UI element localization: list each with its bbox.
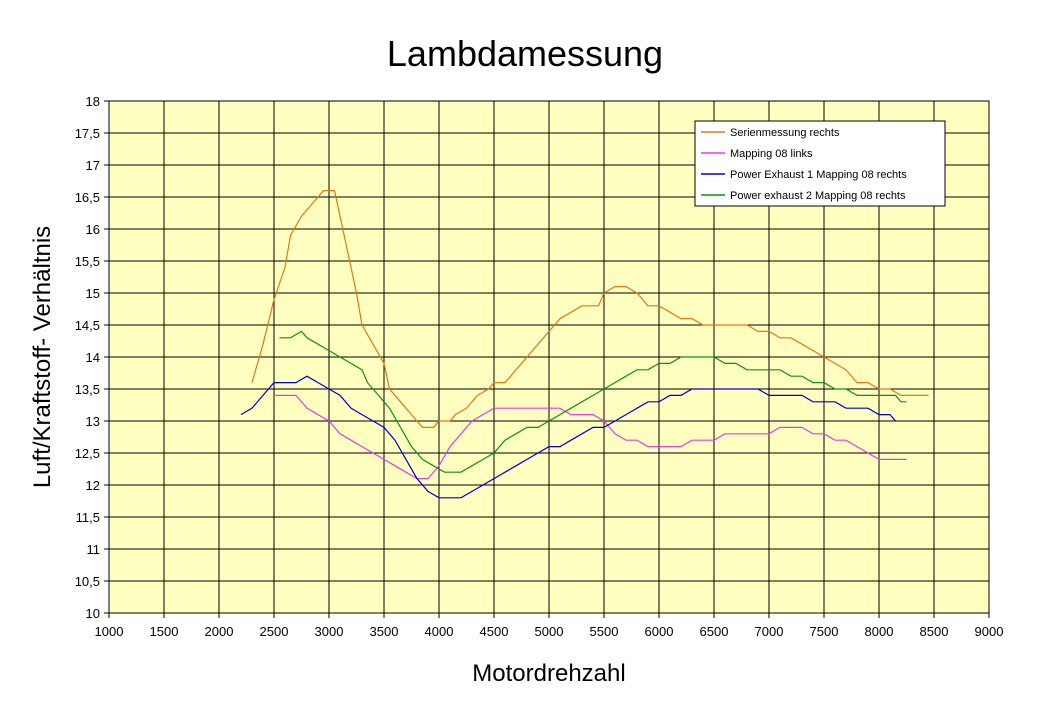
y-axis-label: Luft/Kraftstoff- Verhältnis [29, 226, 56, 488]
x-axis-label: Motordrehzahl [472, 660, 625, 687]
x-tick-label: 3000 [315, 624, 344, 639]
y-tick-label: 14,5 [75, 318, 100, 333]
legend-label-2: Mapping 08 links [730, 148, 813, 160]
x-tick-label: 4500 [480, 624, 509, 639]
grid [108, 100, 990, 614]
y-tick-label: 12,5 [75, 446, 100, 461]
x-tick-label: 7500 [810, 624, 839, 639]
series-line-2 [274, 394, 907, 480]
legend-box [694, 120, 946, 207]
x-tick-label: 5000 [535, 624, 564, 639]
y-tick-label: 10,5 [75, 574, 100, 589]
y-tick-label: 15,5 [75, 254, 100, 269]
x-tick-label: 7000 [755, 624, 784, 639]
x-tick-label: 9000 [975, 624, 1004, 639]
y-tick-label: 12 [86, 478, 100, 493]
y-tick-label: 11,5 [76, 510, 100, 525]
axis-ticks: 1000 1500 2000 2500 3000 3500 4000 4500 5000 5500… [75, 94, 1004, 639]
chart-title: Lambdamessung [387, 33, 663, 74]
series-line-4 [279, 330, 907, 473]
y-tick-label: 17,5 [75, 126, 100, 141]
x-tick-label: 6000 [645, 624, 674, 639]
y-tick-label: 13,5 [75, 382, 100, 397]
x-tick-label: 4000 [425, 624, 454, 639]
y-tick-label: 14 [86, 350, 100, 365]
series-line-3 [240, 375, 896, 499]
series-line-1 [251, 190, 929, 428]
legend-label-4: Power exhaust 2 Mapping 08 rechts [730, 190, 906, 202]
legend-label-3: Power Exhaust 1 Mapping 08 rechts [730, 169, 907, 181]
y-tick-label: 16,5 [75, 190, 100, 205]
x-tick-label: 1500 [150, 624, 179, 639]
x-tick-label: 8000 [865, 624, 894, 639]
x-tick-label: 3500 [370, 624, 399, 639]
y-tick-label: 15 [86, 286, 100, 301]
x-tick-label: 2500 [260, 624, 289, 639]
y-tick-label: 16 [86, 222, 100, 237]
legend: Serienmessung rechts Mapping 08 links Powe… [694, 120, 946, 207]
legend-label-1: Serienmessung rechts [730, 127, 840, 139]
series-lines [240, 190, 929, 499]
x-tick-label: 6500 [700, 624, 729, 639]
y-tick-label: 11 [87, 542, 101, 557]
y-tick-label: 17 [86, 158, 100, 173]
x-tick-label: 8500 [920, 624, 949, 639]
y-tick-label: 18 [86, 94, 100, 109]
x-tick-label: 5500 [590, 624, 619, 639]
x-tick-label: 2000 [205, 624, 234, 639]
x-tick-label: 1000 [95, 624, 124, 639]
y-tick-label: 13 [86, 414, 100, 429]
y-tick-label: 10 [86, 606, 100, 621]
